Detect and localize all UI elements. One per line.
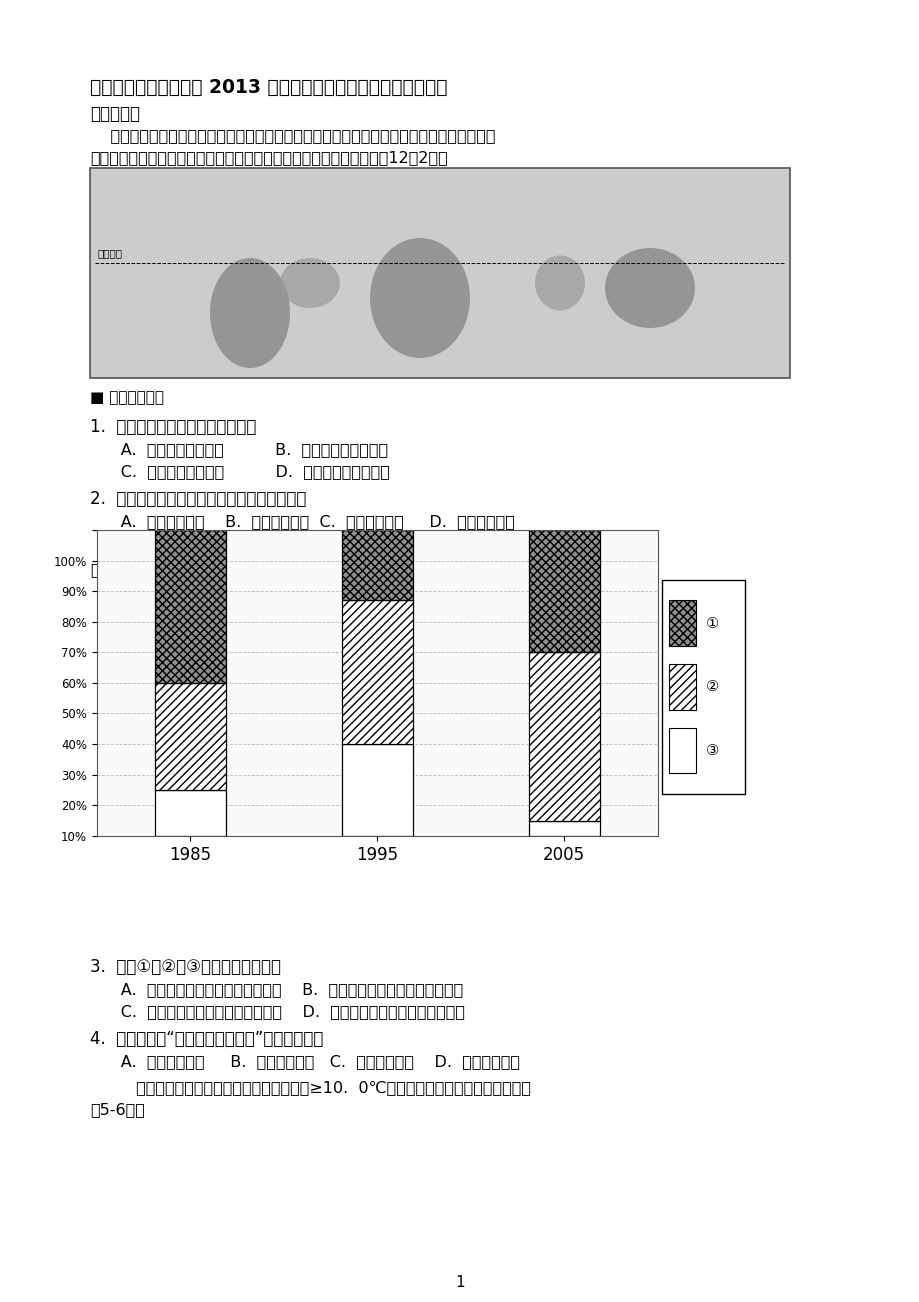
Ellipse shape bbox=[279, 258, 340, 309]
Text: C.  第一产业、第三产业、第二产业    D.  第三产业、第二产业、第一产业: C. 第一产业、第三产业、第二产业 D. 第三产业、第二产业、第一产业 bbox=[90, 1004, 464, 1019]
Text: 北回归线: 北回归线 bbox=[98, 247, 123, 258]
Text: ②: ② bbox=[705, 680, 718, 694]
Bar bbox=[154, 790, 225, 836]
Text: 成5-6题。: 成5-6题。 bbox=[90, 1101, 144, 1117]
Text: A.  人口增长过快     B.  区位选择变化   C.  职业收入差异    D.  产业结构升级: A. 人口增长过快 B. 区位选择变化 C. 职业收入差异 D. 产业结构升级 bbox=[90, 1055, 519, 1069]
Ellipse shape bbox=[535, 255, 584, 310]
Text: 2.  造成新兴国家咋啊消费量变化的主要原因是: 2. 造成新兴国家咋啊消费量变化的主要原因是 bbox=[90, 490, 306, 508]
Text: 四川省成都外国语学校 2013 届高三下学期高考考前模拟地理试卷: 四川省成都外国语学校 2013 届高三下学期高考考前模拟地理试卷 bbox=[90, 78, 447, 98]
Text: 其咋啊消费量迅速上升。下图示意世界咋啊种植国家的分布。读图完成12～2题。: 其咋啊消费量迅速上升。下图示意世界咋啊种植国家的分布。读图完成12～2题。 bbox=[90, 150, 448, 165]
Bar bbox=[341, 600, 413, 743]
Text: 下图示意我国部分地区日均气温稳定通过≥10.  0℃初期和终期等值线的分布。读图完: 下图示意我国部分地区日均气温稳定通过≥10. 0℃初期和终期等值线的分布。读图完 bbox=[90, 1079, 530, 1095]
FancyBboxPatch shape bbox=[662, 579, 744, 794]
Text: 1.  推测适宜咋啊生长的环境特点是: 1. 推测适宜咋啊生长的环境特点是 bbox=[90, 418, 256, 436]
Text: 一、选择题: 一、选择题 bbox=[90, 105, 140, 122]
Bar bbox=[154, 530, 225, 682]
Text: A.  欧美市场委缩    B.  咋啊产量过剩  C.  生活水平提高     D.  其他饮品短缺: A. 欧美市场委缩 B. 咋啊产量过剩 C. 生活水平提高 D. 其他饮品短缺 bbox=[90, 514, 515, 529]
Ellipse shape bbox=[210, 258, 289, 368]
Ellipse shape bbox=[369, 238, 470, 358]
Text: A.  第一产业、第二产业、第三产业    B.  第二产业、第一产业、第三产业: A. 第一产业、第二产业、第三产业 B. 第二产业、第一产业、第三产业 bbox=[90, 982, 463, 997]
Bar bbox=[528, 820, 599, 836]
Text: 咋啊消费地原本主要集中在发达国家和地区，但近几年以中国、巴西等为代表的新兴国家，: 咋啊消费地原本主要集中在发达国家和地区，但近几年以中国、巴西等为代表的新兴国家， bbox=[90, 128, 495, 143]
Text: 1: 1 bbox=[455, 1275, 464, 1290]
Text: 国东南沿海某城镇人口职业构成变化，读图完成3-4题。: 国东南沿海某城镇人口职业构成变化，读图完成3-4题。 bbox=[90, 562, 337, 577]
Ellipse shape bbox=[605, 247, 694, 328]
Text: A.  热量多，气候干旱          B.  冬暖夏凉，终年多雨: A. 热量多，气候干旱 B. 冬暖夏凉，终年多雨 bbox=[90, 441, 388, 457]
Bar bbox=[154, 682, 225, 790]
Bar bbox=[668, 600, 696, 646]
Text: ■ 咋啊种植国家: ■ 咋啊种植国家 bbox=[90, 391, 164, 405]
Bar bbox=[528, 652, 599, 820]
Text: ①: ① bbox=[705, 616, 718, 630]
Text: ③: ③ bbox=[705, 743, 718, 758]
Bar bbox=[90, 168, 789, 378]
Bar bbox=[528, 530, 599, 652]
Text: 4.  造成该城镇“人口职业构成变化”的主要原因是: 4. 造成该城镇“人口职业构成变化”的主要原因是 bbox=[90, 1030, 323, 1048]
Text: 就地式城市化是指农村人口一般不离开居住地，而农村逐步向城镇转化。下图示意我: 就地式城市化是指农村人口一般不离开居住地，而农村逐步向城镇转化。下图示意我 bbox=[90, 540, 492, 555]
Bar bbox=[341, 530, 413, 600]
Bar bbox=[668, 664, 696, 710]
Bar bbox=[668, 728, 696, 773]
Text: 3.  图中①、②、③分别表达的产业是: 3. 图中①、②、③分别表达的产业是 bbox=[90, 958, 280, 976]
Text: C.  气温高，降水丰富          D.  冬寒夏热，夏季多雨: C. 气温高，降水丰富 D. 冬寒夏热，夏季多雨 bbox=[90, 464, 390, 479]
Bar bbox=[341, 743, 413, 836]
